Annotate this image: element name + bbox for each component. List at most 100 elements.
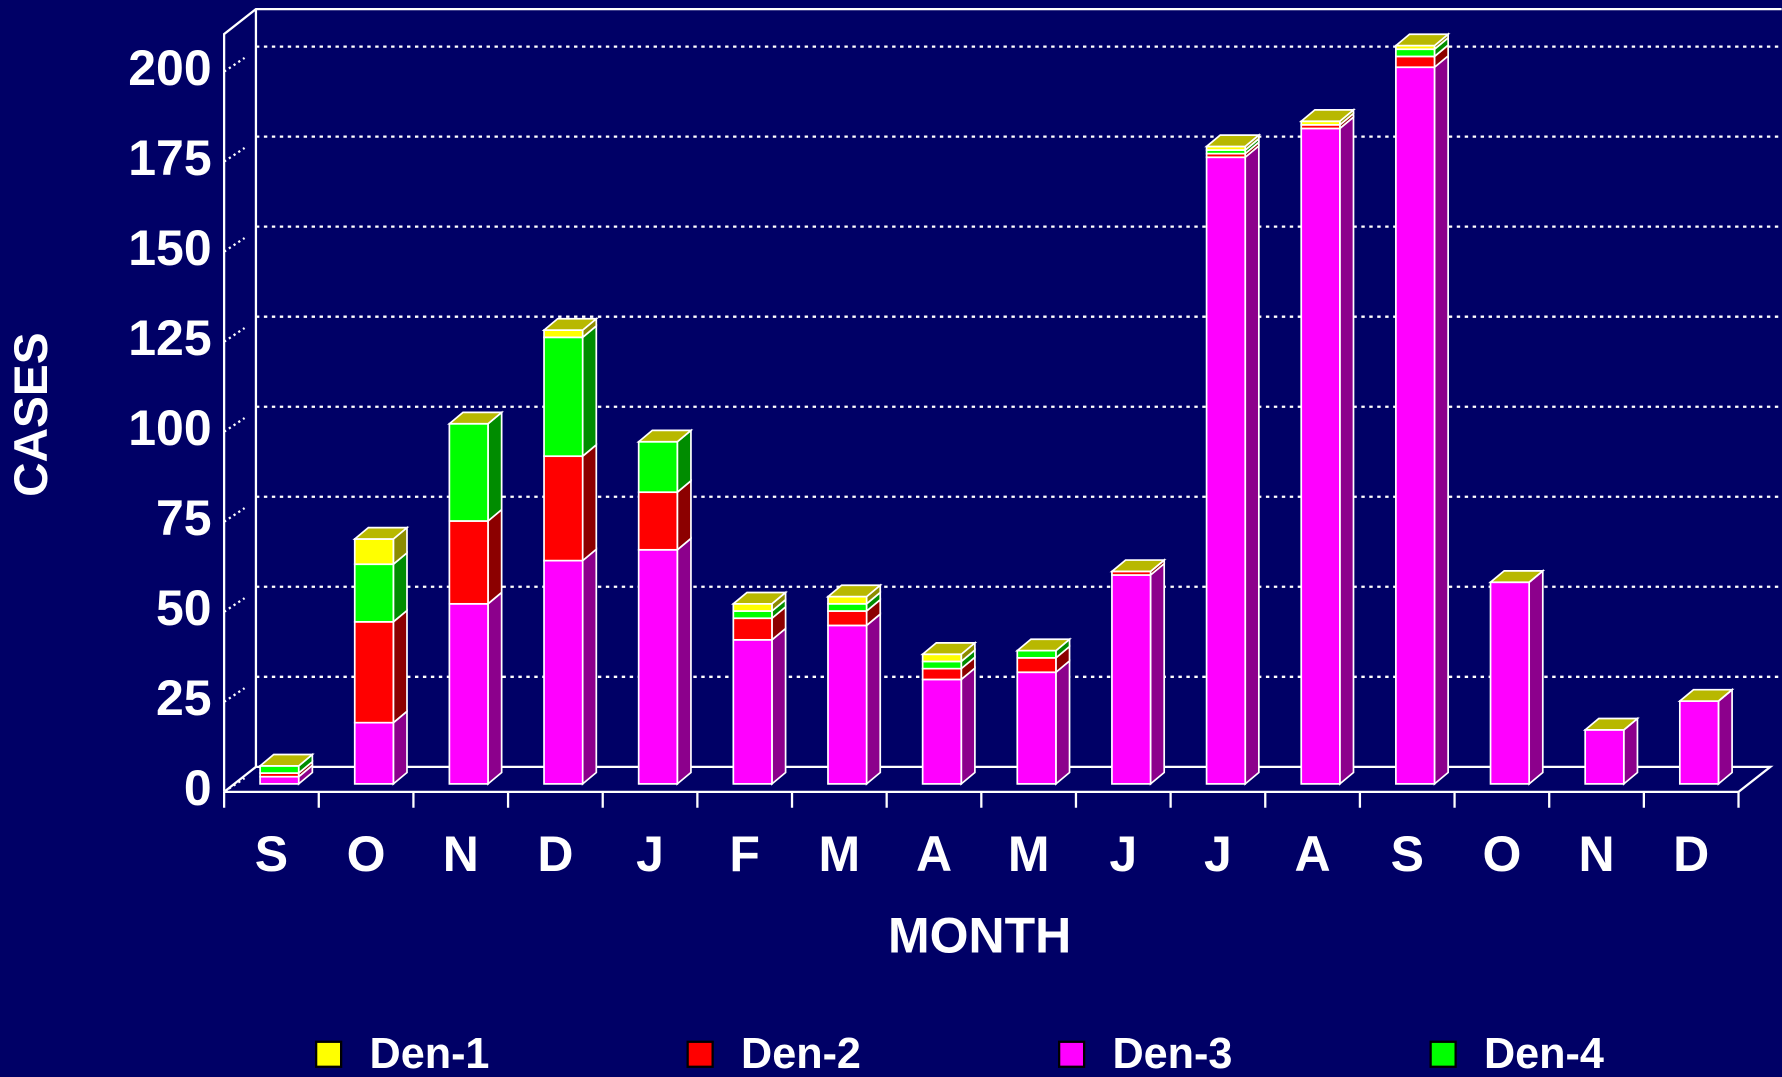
y-tick-label: 25 xyxy=(156,670,212,726)
legend-swatch xyxy=(686,1040,714,1068)
bar-top xyxy=(920,642,978,656)
bar-segment xyxy=(448,590,503,786)
bar-segment xyxy=(448,507,503,606)
bar-side xyxy=(1528,569,1544,786)
y-tick-label: 50 xyxy=(156,580,212,636)
x-tick-label: S xyxy=(1391,826,1424,882)
bar-segment xyxy=(448,410,503,523)
bar-front xyxy=(921,653,963,663)
bar-segment xyxy=(1395,54,1449,786)
bar-side xyxy=(1055,659,1071,786)
bar-top xyxy=(1014,638,1072,652)
x-tick-label: D xyxy=(1673,826,1709,882)
bar-side xyxy=(581,442,598,563)
bar-side xyxy=(392,608,408,725)
bar-front xyxy=(827,624,868,785)
bar-segment xyxy=(637,536,692,786)
bar-top xyxy=(257,753,315,767)
bar-front xyxy=(259,775,300,785)
bar-top xyxy=(1298,109,1356,123)
bar-side xyxy=(581,324,598,458)
bar-side xyxy=(581,547,598,786)
bar-front xyxy=(1016,671,1057,785)
bar-front xyxy=(1395,48,1436,58)
bar-segment xyxy=(543,442,598,563)
y-tick-label: 0 xyxy=(184,760,212,816)
legend-swatch xyxy=(1058,1040,1086,1068)
bar-segment xyxy=(543,324,598,458)
x-tick-label: F xyxy=(729,826,760,882)
bar-top xyxy=(1109,559,1167,573)
bar-segment xyxy=(353,608,408,725)
x-tick-label: N xyxy=(1578,826,1614,882)
y-tick-label: 175 xyxy=(128,130,211,186)
bar-front xyxy=(1111,574,1152,785)
legend-label: Den-3 xyxy=(1113,1030,1233,1077)
bar-side xyxy=(771,626,787,786)
x-tick-label: J xyxy=(1109,826,1137,882)
bar-front xyxy=(827,602,868,612)
legend-label: Den-4 xyxy=(1484,1030,1604,1077)
bar-front xyxy=(1016,649,1057,659)
bar-side xyxy=(487,507,503,606)
y-tick xyxy=(223,777,246,793)
bar-top xyxy=(1488,570,1546,584)
bar-side xyxy=(1717,687,1733,786)
bar-top xyxy=(541,317,599,331)
x-tick-label: J xyxy=(636,826,664,882)
left-wall xyxy=(222,7,1782,792)
legend-label: Den-2 xyxy=(741,1030,861,1077)
bar-front xyxy=(732,602,773,612)
y-tick xyxy=(223,417,246,433)
bar-segment xyxy=(637,479,692,552)
bar-front xyxy=(1395,55,1436,69)
bar-front xyxy=(637,440,679,494)
x-axis-label: MONTH xyxy=(888,908,1071,964)
bar-top xyxy=(352,526,410,540)
y-tick-label: 150 xyxy=(128,220,211,276)
y-tick xyxy=(223,507,246,523)
y-tick xyxy=(223,327,246,343)
x-tick-label: M xyxy=(1008,826,1050,882)
bar-front xyxy=(353,538,395,566)
bar-segment xyxy=(732,626,787,786)
bar-top xyxy=(1393,33,1451,47)
legend-label: Den-1 xyxy=(370,1030,490,1077)
bar-front xyxy=(921,667,963,681)
bar-front xyxy=(448,422,489,522)
bar-side xyxy=(487,410,503,523)
y-tick-label: 125 xyxy=(128,310,211,366)
bar-side xyxy=(1149,561,1166,786)
bar-segment xyxy=(1205,144,1260,786)
bar-front xyxy=(637,548,679,785)
x-tick-label: A xyxy=(1295,826,1331,882)
bar-side xyxy=(1433,54,1449,786)
y-tick xyxy=(223,237,246,253)
bar-top xyxy=(1677,688,1735,702)
x-tick-label: S xyxy=(255,826,288,882)
bar-front xyxy=(448,602,489,785)
bar-segment xyxy=(1016,659,1071,786)
bar-front xyxy=(543,455,584,562)
bar-front xyxy=(827,595,868,605)
y-tick-label: 200 xyxy=(128,40,211,96)
bar-front xyxy=(259,765,300,774)
y-tick xyxy=(223,56,246,73)
bar-front xyxy=(1584,729,1625,785)
bar-top xyxy=(1582,717,1640,731)
legend-swatch xyxy=(315,1040,343,1068)
bar-front xyxy=(543,559,584,785)
bar-front xyxy=(732,610,773,620)
x-tick-label: M xyxy=(819,826,861,882)
bar-segment xyxy=(1678,687,1733,786)
y-tick xyxy=(223,147,246,163)
bar-segment xyxy=(353,551,408,624)
y-tick-label: 100 xyxy=(128,400,211,456)
bar-front xyxy=(637,491,679,551)
bar-side xyxy=(676,536,692,786)
floor xyxy=(223,765,1774,793)
bar-segment xyxy=(921,666,976,786)
bar-segment xyxy=(1300,115,1355,786)
